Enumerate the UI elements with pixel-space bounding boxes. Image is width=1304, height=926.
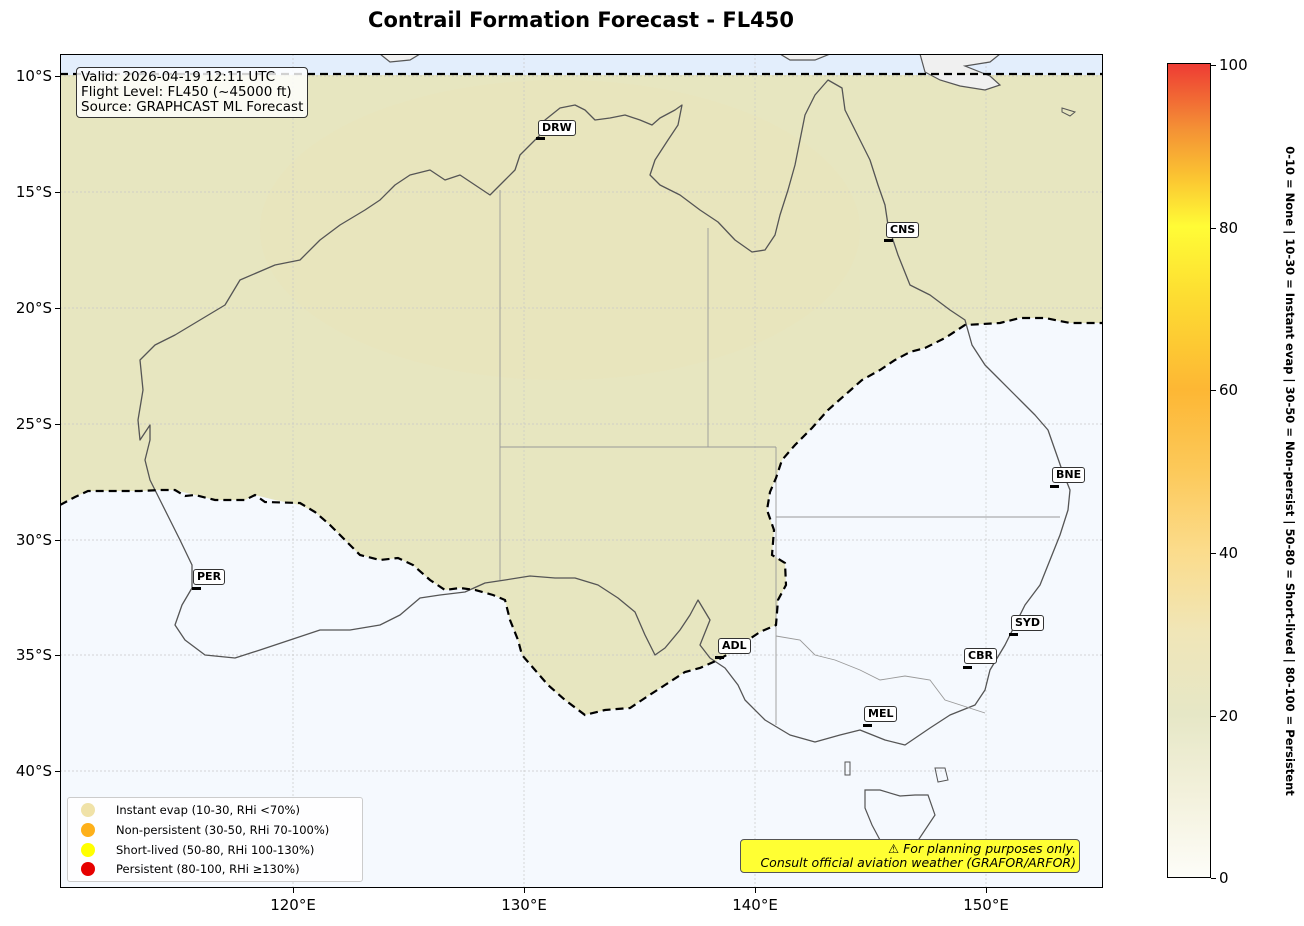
colorbar-tick-label: 60 <box>1219 381 1239 399</box>
colorbar-category-label: 0-10 = None | 10-30 = Instant evap | 30-… <box>1278 68 1302 874</box>
circle-icon <box>81 862 95 876</box>
state-borders <box>499 190 1060 725</box>
y-tick-label: 15°S <box>15 183 52 201</box>
colorbar-tick-label: 0 <box>1219 869 1229 887</box>
colorbar-category-text: 0-10 = None | 10-30 = Instant evap | 30-… <box>1283 146 1297 796</box>
city-label-adl: ADL <box>718 638 751 654</box>
x-tickmark <box>293 888 294 893</box>
colorbar-tickmark <box>1211 878 1216 879</box>
map-plot-area <box>60 54 1103 888</box>
disclaimer-line-1: ⚠ For planning purposes only. <box>888 841 1076 856</box>
city-marker-drw <box>536 137 545 140</box>
city-marker-mel <box>863 724 872 727</box>
city-marker-cns <box>884 239 893 242</box>
colorbar-tick-label: 20 <box>1219 707 1239 725</box>
x-tick-label: 150°E <box>963 896 1009 914</box>
colorbar-tick-label: 100 <box>1219 56 1248 74</box>
colorbar-tickmark <box>1211 716 1216 717</box>
city-label-cbr: CBR <box>964 648 997 664</box>
y-tick-label: 35°S <box>15 646 52 664</box>
legend-label: Persistent (80-100, RHi ≥130%) <box>116 862 300 876</box>
city-marker-per <box>192 587 201 590</box>
x-tickmark <box>986 888 987 893</box>
flight-level: Flight Level: FL450 (~45000 ft) <box>81 84 292 100</box>
legend-item-short-lived: Short-lived (50-80, RHi 100-130%) <box>68 841 314 859</box>
data-source: Source: GRAPHCAST ML Forecast <box>81 99 304 115</box>
x-tickmark <box>755 888 756 893</box>
legend-label: Non-persistent (30-50, RHi 70-100%) <box>116 823 330 837</box>
y-tickmark <box>55 192 60 193</box>
city-label-cns: CNS <box>886 222 920 238</box>
x-tickmark <box>524 888 525 893</box>
map-svg <box>61 55 1102 887</box>
y-tickmark <box>55 308 60 309</box>
colorbar-tick-label: 80 <box>1219 219 1239 237</box>
y-tick-label: 40°S <box>15 762 52 780</box>
circle-icon <box>81 843 95 857</box>
city-label-per: PER <box>193 569 226 585</box>
city-marker-syd <box>1009 633 1018 636</box>
colorbar-tickmark <box>1211 228 1216 229</box>
y-tick-label: 25°S <box>15 415 52 433</box>
city-label-syd: SYD <box>1011 615 1045 631</box>
australia-coastline <box>137 79 1071 746</box>
legend-label: Short-lived (50-80, RHi 100-130%) <box>116 843 315 857</box>
x-tick-label: 140°E <box>732 896 778 914</box>
circle-icon <box>81 803 95 817</box>
graticule <box>61 55 1102 887</box>
legend-item-persistent: Persistent (80-100, RHi ≥130%) <box>68 860 300 878</box>
colorbar-tick-label: 40 <box>1219 544 1239 562</box>
city-label-drw: DRW <box>538 120 576 136</box>
y-tickmark <box>55 540 60 541</box>
chart-title: Contrail Formation Forecast - FL450 <box>368 8 794 32</box>
legend-item-non-persistent: Non-persistent (30-50, RHi 70-100%) <box>68 821 329 839</box>
city-label-mel: MEL <box>864 706 898 722</box>
legend-item-instant-evap: Instant evap (10-30, RHi <70%) <box>68 801 300 819</box>
disclaimer-line-2: Consult official aviation weather (GRAFO… <box>760 855 1076 870</box>
y-tick-label: 30°S <box>15 531 52 549</box>
colorbar-tickmark <box>1211 65 1216 66</box>
north-zero-band <box>61 55 1102 75</box>
city-label-bne: BNE <box>1052 467 1086 483</box>
y-tick-label: 20°S <box>15 299 52 317</box>
colorbar-tickmark <box>1211 390 1216 391</box>
y-tickmark <box>55 655 60 656</box>
circle-icon <box>81 823 95 837</box>
y-tickmark <box>55 76 60 77</box>
city-marker-adl <box>715 656 724 659</box>
x-tick-label: 120°E <box>270 896 316 914</box>
colorbar <box>1167 63 1211 878</box>
legend: Instant evap (10-30, RHi <70%) Non-persi… <box>67 797 363 882</box>
y-tickmark <box>55 424 60 425</box>
x-tick-label: 130°E <box>501 896 547 914</box>
legend-label: Instant evap (10-30, RHi <70%) <box>116 803 300 817</box>
city-marker-cbr <box>963 666 972 669</box>
y-tickmark <box>55 771 60 772</box>
valid-time: Valid: 2026-04-19 12:11 UTC <box>81 69 276 85</box>
disclaimer-box: ⚠ For planning purposes only. Consult of… <box>740 839 1080 873</box>
y-tick-label: 10°S <box>15 67 52 85</box>
forecast-info-box: Valid: 2026-04-19 12:11 UTC Flight Level… <box>76 67 309 118</box>
city-marker-bne <box>1050 485 1059 488</box>
colorbar-tickmark <box>1211 553 1216 554</box>
